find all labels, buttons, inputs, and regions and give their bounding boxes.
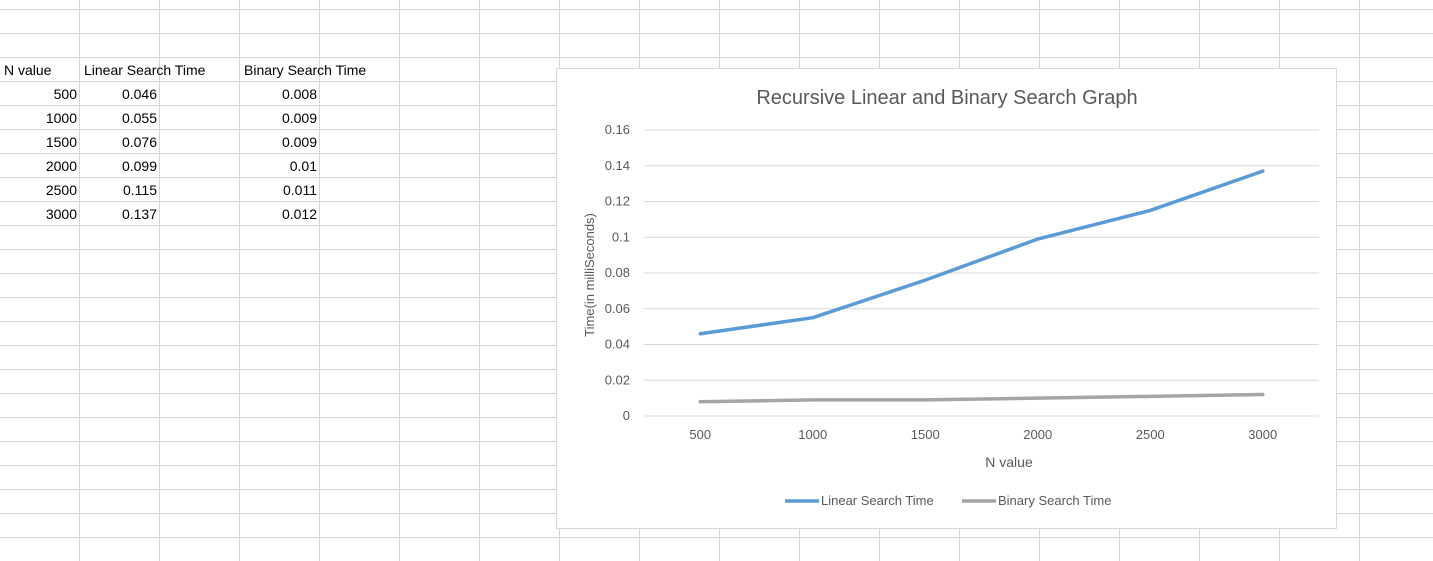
cell-n-value[interactable]: 3000 xyxy=(45,206,77,222)
series-line[interactable] xyxy=(698,169,1265,336)
y-tick-label: 0 xyxy=(623,408,630,423)
chart-container[interactable]: Recursive Linear and Binary Search Graph… xyxy=(556,68,1337,529)
x-axis-label: N value xyxy=(985,454,1033,470)
cell-binary-time[interactable]: 0.012 xyxy=(281,206,317,222)
cell-n-value[interactable]: 2000 xyxy=(45,158,77,174)
data-point[interactable] xyxy=(1261,393,1265,397)
x-tick-label: 1000 xyxy=(798,427,827,442)
data-point[interactable] xyxy=(698,332,702,336)
y-tick-label: 0.16 xyxy=(605,122,630,137)
data-point[interactable] xyxy=(1148,208,1152,212)
y-tick-label: 0.14 xyxy=(605,158,630,173)
x-tick-label: 2500 xyxy=(1136,427,1165,442)
x-tick-label: 500 xyxy=(689,427,711,442)
y-tick-label: 0.02 xyxy=(605,372,630,387)
cell-binary-time[interactable]: 0.01 xyxy=(289,158,317,174)
legend-label: Binary Search Time xyxy=(998,493,1111,508)
data-point[interactable] xyxy=(698,400,702,404)
x-tick-label: 2000 xyxy=(1023,427,1052,442)
chart-title: Recursive Linear and Binary Search Graph xyxy=(756,87,1137,109)
cell-binary-time[interactable]: 0.011 xyxy=(283,182,317,198)
cell-n-value[interactable]: 2500 xyxy=(45,182,77,198)
cell-binary-time[interactable]: 0.009 xyxy=(281,110,317,126)
data-point[interactable] xyxy=(811,316,815,320)
x-tick-label: 3000 xyxy=(1248,427,1277,442)
legend-label: Linear Search Time xyxy=(821,493,934,508)
y-tick-label: 0.1 xyxy=(612,229,630,244)
y-tick-label: 0.06 xyxy=(605,301,630,316)
data-point[interactable] xyxy=(1261,169,1265,173)
cell-linear-time[interactable]: 0.099 xyxy=(121,158,157,174)
header-binary-search-time[interactable]: Binary Search Time xyxy=(244,62,367,78)
data-point[interactable] xyxy=(923,278,927,282)
cell-linear-time[interactable]: 0.137 xyxy=(121,206,157,222)
x-tick-label: 1500 xyxy=(911,427,940,442)
series-line[interactable] xyxy=(698,392,1265,404)
line-chart: Recursive Linear and Binary Search Graph… xyxy=(582,87,1319,508)
y-tick-label: 0.04 xyxy=(605,337,630,352)
data-point[interactable] xyxy=(811,398,815,402)
cell-binary-time[interactable]: 0.009 xyxy=(281,134,317,150)
y-axis-label: Time(in milliSeconds) xyxy=(582,213,597,337)
data-point[interactable] xyxy=(1036,396,1040,400)
data-point[interactable] xyxy=(1036,237,1040,241)
header-linear-search-time[interactable]: Linear Search Time xyxy=(84,62,206,78)
cell-binary-time[interactable]: 0.008 xyxy=(281,86,317,102)
y-tick-label: 0.12 xyxy=(605,194,630,209)
data-point[interactable] xyxy=(1148,394,1152,398)
cell-n-value[interactable]: 1000 xyxy=(45,110,77,126)
cell-linear-time[interactable]: 0.046 xyxy=(121,86,157,102)
cell-n-value[interactable]: 1500 xyxy=(45,134,77,150)
y-tick-label: 0.08 xyxy=(605,265,630,280)
data-point[interactable] xyxy=(923,398,927,402)
cell-linear-time[interactable]: 0.115 xyxy=(123,182,157,198)
cell-linear-time[interactable]: 0.055 xyxy=(121,110,157,126)
cell-n-value[interactable]: 500 xyxy=(53,86,77,102)
header-n-value[interactable]: N value xyxy=(4,62,52,78)
cell-linear-time[interactable]: 0.076 xyxy=(121,134,157,150)
